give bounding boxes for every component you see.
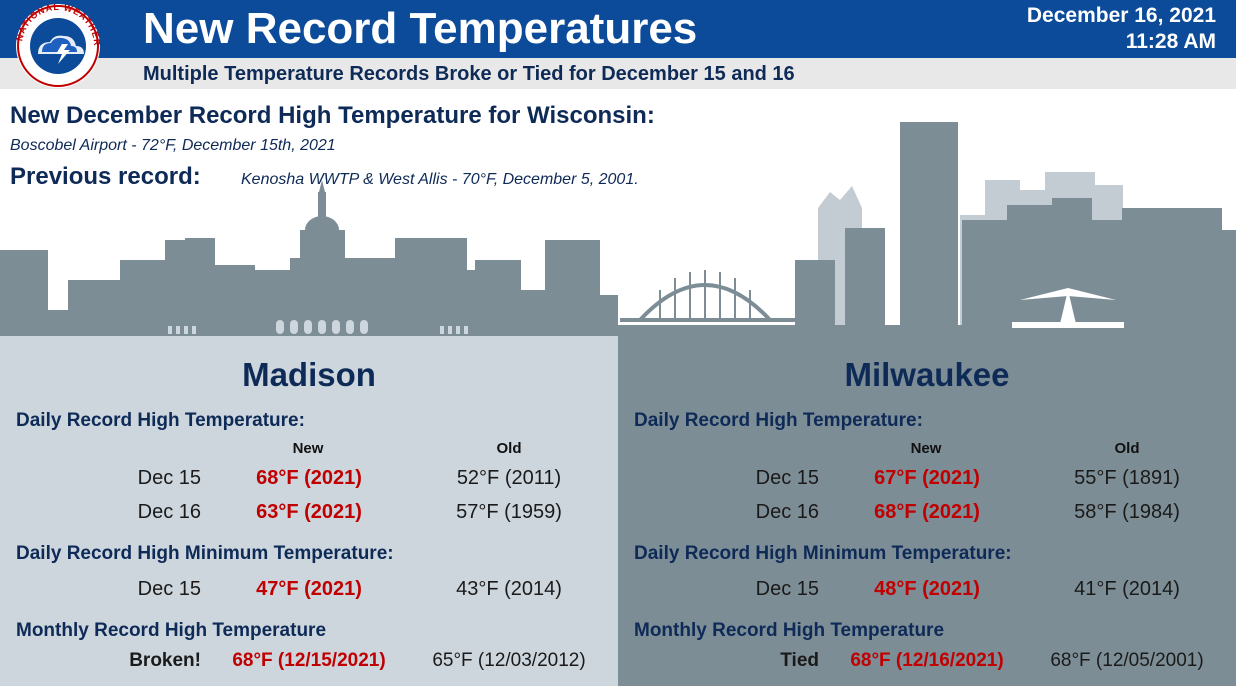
daily-min-row-old: 43°F (2014) [456,578,562,600]
daily-min-row-old: 41°F (2014) [1074,578,1180,600]
daily-high-row-old: 55°F (1891) [1074,467,1180,489]
previous-record-detail: Kenosha WWTP & West Allis - 70°F, Decemb… [241,171,639,188]
daily-high-row-day: Dec 16 [755,501,819,523]
daily-min-row-day: Dec 15 [755,578,819,600]
daily-min-label: Daily Record High Minimum Temperature: [16,543,394,564]
monthly-status: Broken! [129,650,201,671]
monthly-old: 68°F (12/05/2001) [1050,650,1204,671]
daily-high-row-new: 67°F (2021) [874,467,980,489]
daily-high-label: Daily Record High Temperature: [634,410,923,431]
daily-min-row-day: Dec 15 [137,578,201,600]
daily-high-row-day: Dec 16 [137,501,201,523]
daily-min-row-new: 47°F (2021) [256,578,362,600]
monthly-status: Tied [780,650,819,671]
column-old-label: Old [1114,440,1140,457]
state-record-detail: Boscobel Airport - 72°F, December 15th, … [10,137,336,154]
city-name-milwaukee: Milwaukee [844,356,1010,393]
column-new-label: New [910,440,942,457]
date-text: December 16, 2021 [1026,4,1216,27]
page-title: New Record Temperatures [143,4,698,53]
timestamp: December 16, 2021 11:28 AM [1027,3,1216,55]
city-name-madison: Madison [242,356,376,393]
monthly-new: 68°F (12/16/2021) [850,650,1004,671]
monthly-label: Monthly Record High Temperature [16,620,327,641]
monthly-new: 68°F (12/15/2021) [232,650,386,671]
header-bar [0,0,1236,58]
daily-high-row-day: Dec 15 [755,467,819,489]
time-text: 11:28 AM [1125,30,1216,53]
page-subtitle: Multiple Temperature Records Broke or Ti… [143,63,795,85]
daily-high-row-new: 63°F (2021) [256,501,362,523]
column-new-label: New [292,440,324,457]
state-record-title: New December Record High Temperature for… [10,102,655,129]
daily-high-row-old: 52°F (2011) [456,467,562,489]
subtitle-bar [0,58,1236,89]
skyline-illustration [0,122,1236,340]
daily-high-row-new: 68°F (2021) [874,501,980,523]
daily-high-row-old: 57°F (1959) [456,501,562,523]
daily-min-row-new: 48°F (2021) [874,578,980,600]
daily-high-row-new: 68°F (2021) [256,467,362,489]
monthly-old: 65°F (12/03/2012) [432,650,586,671]
daily-high-label: Daily Record High Temperature: [16,410,305,431]
daily-high-row-old: 58°F (1984) [1074,501,1180,523]
column-old-label: Old [496,440,522,457]
daily-high-row-day: Dec 15 [137,467,201,489]
nws-logo-icon: NATIONAL WEATHER SERVICE [8,2,101,88]
daily-min-label: Daily Record High Minimum Temperature: [634,543,1012,564]
milwaukee-panel: Milwaukee Daily Record High Temperature:… [618,336,1236,686]
monthly-label: Monthly Record High Temperature [634,620,945,641]
madison-panel: Madison Daily Record High Temperature: N… [0,336,618,686]
previous-record-label: Previous record: [10,163,201,190]
